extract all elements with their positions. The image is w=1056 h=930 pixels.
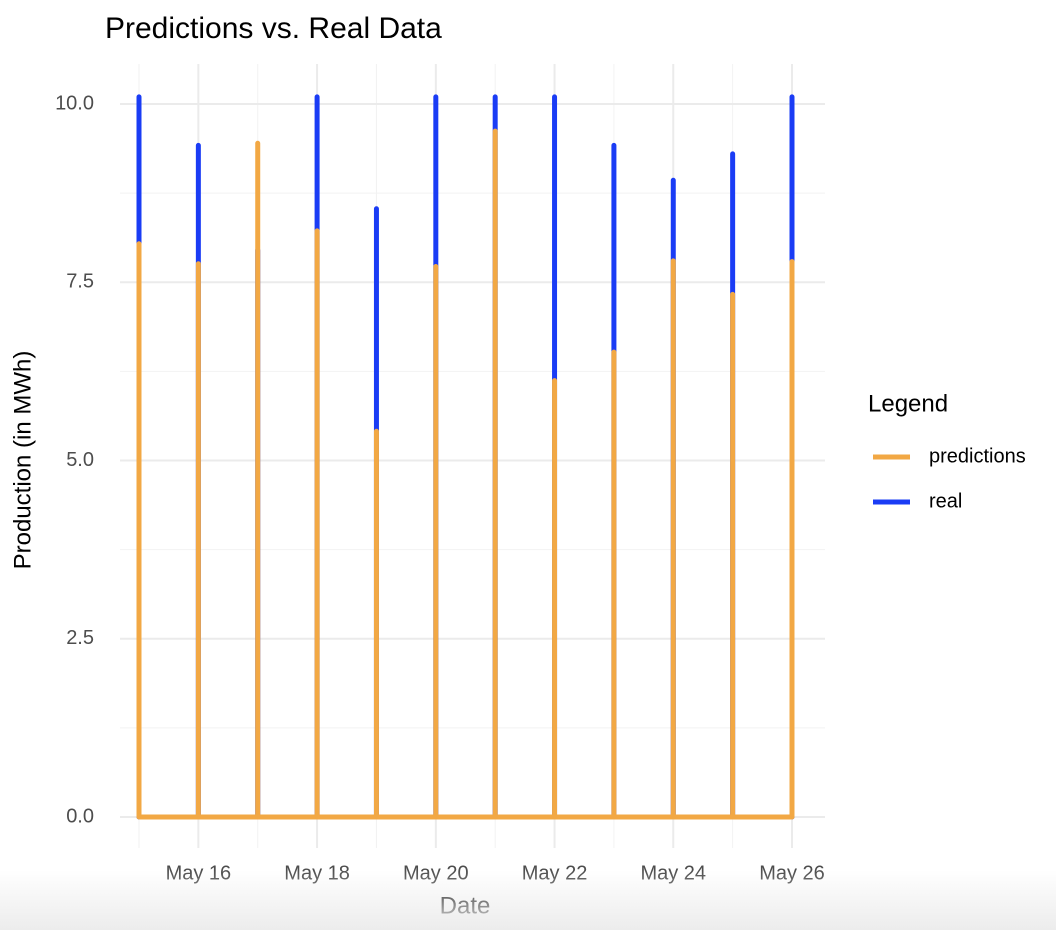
legend-label: real xyxy=(929,490,962,512)
y-tick-label: 10.0 xyxy=(55,92,94,114)
legend-title: Legend xyxy=(868,390,948,417)
y-tick-label: 5.0 xyxy=(66,449,94,471)
y-tick-label: 0.0 xyxy=(66,805,94,827)
x-tick-label: May 22 xyxy=(522,862,588,884)
x-tick-label: May 20 xyxy=(403,862,469,884)
y-tick-label: 2.5 xyxy=(66,627,94,649)
y-axis-label: Production (in MWh) xyxy=(9,351,36,570)
x-tick-label: May 16 xyxy=(166,862,232,884)
chart-title: Predictions vs. Real Data xyxy=(105,12,442,45)
x-tick-label: May 26 xyxy=(759,862,825,884)
x-axis-label: Date xyxy=(440,892,491,919)
line-series xyxy=(136,94,795,820)
line-series xyxy=(136,128,795,820)
x-tick-label: May 24 xyxy=(640,862,706,884)
legend-label: predictions xyxy=(929,445,1026,467)
x-tick-label: May 18 xyxy=(284,862,350,884)
y-tick-label: 7.5 xyxy=(66,271,94,293)
